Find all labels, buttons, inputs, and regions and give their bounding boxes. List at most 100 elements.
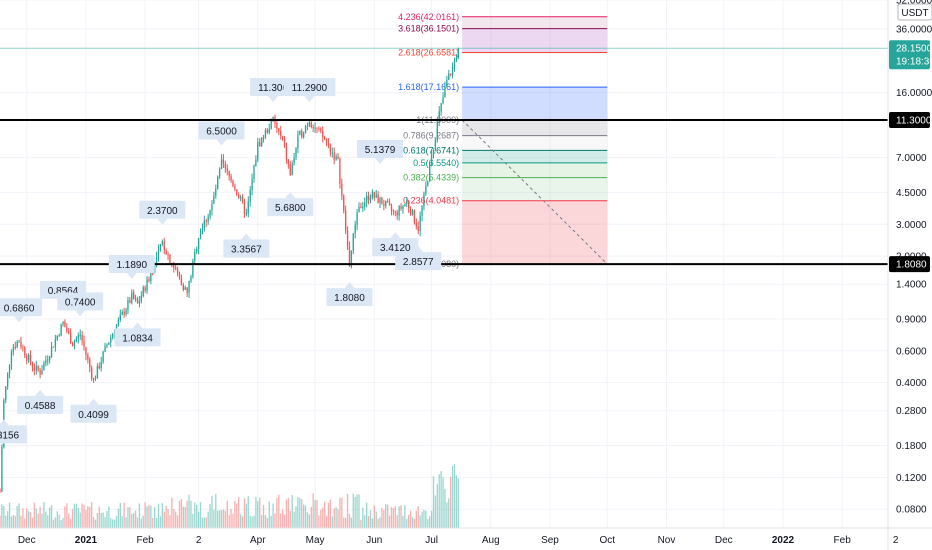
- candle-body: [77, 335, 79, 339]
- candle-body: [360, 206, 362, 208]
- candle-body: [182, 285, 184, 290]
- candle-body: [35, 365, 37, 371]
- candle-body: [140, 295, 142, 302]
- candle-body: [451, 66, 454, 75]
- currency-label-box: [897, 3, 932, 21]
- price-axis-tick-label: 0.1800: [896, 441, 927, 452]
- callout-box: [70, 404, 117, 423]
- volume-bar: [211, 495, 213, 528]
- candle-body: [333, 152, 335, 160]
- price-callout: 0.7400: [57, 292, 104, 317]
- callout-text: 2.8577: [403, 257, 434, 268]
- fib-zone: [462, 135, 608, 151]
- candle-body: [43, 363, 45, 371]
- volume-bar: [24, 518, 26, 528]
- volume-bar: [90, 502, 93, 528]
- candle-body: [371, 191, 374, 198]
- volume-bar: [371, 518, 374, 528]
- candle-body: [245, 213, 248, 215]
- candle-body: [322, 131, 324, 138]
- callout-text: 3.4120: [380, 243, 411, 254]
- candle-body: [106, 344, 108, 346]
- volume-bar: [190, 500, 192, 528]
- volume-bar: [173, 509, 175, 528]
- candle-body: [243, 202, 246, 215]
- candle-body: [218, 169, 221, 177]
- price-callout: 0.4588: [17, 389, 64, 414]
- volume-bar: [215, 493, 217, 528]
- candle-body: [155, 256, 158, 263]
- volume-bar: [134, 510, 137, 528]
- time-axis-tick-label: 2022: [772, 535, 795, 546]
- volume-bar: [274, 513, 276, 528]
- volume-bar: [365, 502, 368, 528]
- volume-bar: [440, 471, 442, 528]
- volume-bar: [329, 499, 332, 528]
- volume-bar: [419, 515, 421, 528]
- candle-body: [312, 126, 314, 129]
- callout-pointer: [14, 316, 25, 323]
- candle-body: [64, 321, 66, 328]
- candle-body: [175, 267, 177, 270]
- volume-bar: [47, 515, 49, 528]
- time-axis-tick-label: Jul: [425, 535, 438, 546]
- volume-bar: [16, 506, 18, 528]
- time-axis-tick-label: Dec: [18, 535, 36, 546]
- candle-body: [213, 195, 215, 204]
- candle-body: [348, 246, 351, 267]
- candle-body: [255, 159, 257, 166]
- candle-body: [87, 354, 89, 360]
- candle-body: [73, 341, 76, 347]
- volume-bar: [442, 477, 444, 528]
- callout-box: [357, 139, 404, 158]
- volume-bar: [268, 501, 270, 528]
- price-axis-tick-label: 52.0000: [896, 0, 932, 7]
- candle-body: [377, 194, 379, 203]
- candle-body: [47, 359, 49, 361]
- currency-label-text: USDT: [901, 8, 928, 19]
- volume-bar: [228, 515, 230, 528]
- horizontal-lines[interactable]: [0, 47, 888, 266]
- candle-body: [56, 335, 58, 340]
- volume-bar: [150, 505, 152, 528]
- candle-body: [69, 333, 72, 344]
- candle-body: [295, 148, 297, 158]
- price-axis-tick-label: 1.4000: [896, 280, 927, 291]
- level-tag-lower: 1.8080: [889, 256, 930, 273]
- candle-body: [339, 158, 341, 184]
- candle-body: [184, 287, 186, 290]
- fibonacci-extension[interactable]: 4.236(42.0161) 3.618(36.1501) 2.618(26.658…: [398, 12, 608, 269]
- price-callout: 0.3156: [0, 419, 27, 444]
- volume-bar: [199, 502, 202, 528]
- volume-bar: [362, 507, 364, 528]
- candle-body: [398, 206, 400, 216]
- volume-bar: [318, 515, 320, 528]
- candle-body: [207, 216, 209, 222]
- candle-body: [131, 292, 133, 303]
- candle-body: [16, 341, 18, 348]
- fib-zone: [462, 28, 608, 53]
- candle-body: [144, 287, 146, 291]
- price-callout: 1.8080: [326, 282, 373, 307]
- volume-bar: [81, 503, 83, 528]
- volume-bar: [8, 502, 11, 528]
- price-axis-tick-label: 0.4000: [896, 378, 927, 389]
- candle-body: [12, 347, 15, 352]
- callout-pointer: [375, 157, 386, 164]
- volume-bar: [184, 506, 186, 528]
- volume-bar: [272, 503, 274, 528]
- callout-box: [372, 238, 419, 257]
- callout-pointer: [35, 389, 46, 396]
- candle-body: [430, 154, 433, 164]
- callout-box: [223, 239, 270, 258]
- fib-level-label: 0.236(4.0481): [403, 196, 459, 206]
- candle-body: [68, 331, 70, 334]
- candle-body: [367, 195, 370, 201]
- volume-bar: [14, 515, 16, 528]
- volume-bar: [360, 519, 362, 528]
- candle-body: [241, 197, 244, 203]
- candle-body: [320, 128, 322, 132]
- candle-body: [134, 298, 137, 300]
